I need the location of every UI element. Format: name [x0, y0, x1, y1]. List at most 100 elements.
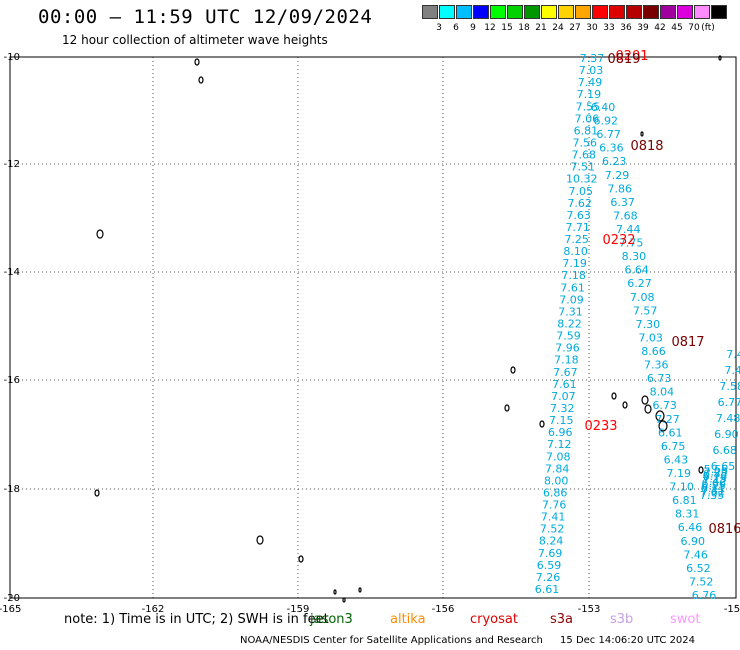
track-b-observation: 7.19	[667, 467, 692, 480]
colorbar-swatch	[456, 5, 472, 19]
lat-tick-label: -20	[4, 593, 20, 604]
colorbar-swatch	[473, 5, 489, 19]
island-outline	[256, 535, 264, 545]
map-frame	[9, 56, 737, 599]
track-b-observation: 8.66	[641, 345, 666, 358]
colorbar-swatch	[711, 5, 727, 19]
island-outline	[342, 597, 346, 603]
note-text: note: 1) Time is in UTC; 2) SWH is in fe…	[64, 612, 329, 627]
track-a-observation: 7.61	[552, 378, 577, 391]
lat-tick-label: -14	[4, 267, 20, 278]
track-c-observation: 6.66	[702, 477, 727, 490]
track-a-observation: 7.32	[550, 402, 575, 415]
colorbar-label: 33	[603, 23, 615, 33]
island-outline	[698, 466, 704, 474]
pass-time-label: 0817	[671, 335, 704, 350]
track-c-observation: 7.13	[702, 473, 727, 486]
colorbar-swatch	[694, 5, 710, 19]
track-b-observation: 7.52	[689, 575, 714, 588]
colorbar-label: 42	[654, 23, 666, 33]
colorbar-swatch	[507, 5, 523, 19]
colorbar-swatch	[490, 5, 506, 19]
lat-tick-label: -10	[4, 52, 20, 63]
track-d-observation: 7.4	[725, 364, 740, 377]
island-outline	[198, 76, 204, 84]
track-b-observation: 7.86	[608, 182, 633, 195]
track-a-observation: 6.81	[574, 124, 599, 137]
island-outline	[644, 404, 652, 414]
pass-time-label: 0233	[584, 419, 617, 434]
island-outline	[641, 395, 649, 405]
track-b-observation: 6.73	[652, 399, 677, 412]
track-a-observation: 7.49	[578, 76, 603, 89]
map-title: 00:00 – 11:59 UTC 12/09/2024	[38, 6, 373, 28]
track-b-observation: 6.92	[594, 115, 619, 128]
lat-tick-label: -16	[4, 375, 20, 386]
track-d-observation: 7.48	[716, 412, 740, 425]
track-b-observation: 7.57	[633, 304, 658, 317]
track-a-observation: 6.96	[548, 426, 573, 439]
track-b-observation: 8.30	[622, 250, 647, 263]
track-d-observation: 6.65	[711, 460, 736, 473]
track-a-observation: 7.31	[558, 305, 583, 318]
generated-timestamp: 15 Dec 14:06:20 UTC 2024	[560, 635, 696, 646]
track-b-observation: 7.03	[638, 331, 663, 344]
map-subtitle: 12 hour collection of altimeter wave hei…	[62, 33, 328, 47]
pass-time-label: 0819	[607, 52, 640, 67]
track-b-observation: 6.61	[658, 426, 683, 439]
track-d-observation: 7.4	[726, 348, 740, 361]
colorbar-label: 70	[688, 23, 700, 33]
track-b-observation: 7.68	[613, 209, 638, 222]
track-a-observation: 7.84	[545, 462, 570, 475]
track-a-observation: 6.59	[537, 559, 562, 572]
island-outline	[718, 55, 722, 61]
track-b-observation: 7.10	[669, 481, 694, 494]
track-a-observation: 7.41	[541, 511, 566, 524]
legend-jason3: jason3	[310, 612, 353, 627]
track-c-observation: 7.25	[703, 465, 728, 478]
track-c-observation: 7.31	[700, 484, 725, 497]
track-d-observation: 6.68	[712, 444, 737, 457]
colorbar-swatch	[609, 5, 625, 19]
track-c-observation: 5.55	[704, 463, 729, 476]
track-a-observation: 7.96	[555, 342, 580, 355]
pass-time-label: 0816	[708, 522, 740, 537]
track-a-observation: 7.18	[561, 269, 586, 282]
legend-altika: altika	[390, 612, 426, 627]
track-a-observation: 7.19	[562, 257, 587, 270]
track-c-observation: 6.11	[701, 482, 726, 495]
track-b-observation: 7.36	[644, 359, 669, 372]
island-outline	[94, 489, 100, 497]
track-b-observation: 6.23	[602, 155, 627, 168]
island-outline	[510, 366, 516, 374]
track-a-observation: 7.52	[540, 523, 565, 536]
track-a-observation: 7.61	[560, 281, 585, 294]
colorbar-swatch	[439, 5, 455, 19]
legend-s3a: s3a	[550, 612, 574, 627]
island-outline	[333, 589, 337, 595]
track-b-observation: 8.31	[675, 508, 700, 521]
island-outline	[358, 587, 362, 593]
track-b-observation: 6.73	[647, 372, 672, 385]
colorbar-swatch	[422, 5, 438, 19]
track-a-observation: 7.03	[579, 64, 604, 77]
track-c-observation: 6.55	[703, 468, 728, 481]
track-a-observation: 7.56	[573, 137, 598, 150]
island-outline	[194, 58, 200, 66]
track-b-observation: 8.04	[650, 386, 675, 399]
track-a-observation: 8.24	[539, 535, 564, 548]
track-a-observation: 7.76	[542, 499, 567, 512]
pass-time-label: 0232	[602, 233, 635, 248]
track-b-observation: 7.29	[605, 169, 630, 182]
track-b-observation: 6.76	[692, 589, 717, 602]
track-b-observation: 6.27	[627, 277, 652, 290]
track-c-observation: 6.76	[703, 470, 728, 483]
lon-tick-label: -15	[724, 604, 740, 615]
island-outlines	[94, 55, 722, 603]
track-a-observation: 7.25	[564, 233, 589, 246]
colorbar-label: 36	[620, 23, 632, 33]
track-a-observation: 7.59	[556, 330, 581, 343]
track-b-observation: 6.64	[624, 264, 649, 277]
